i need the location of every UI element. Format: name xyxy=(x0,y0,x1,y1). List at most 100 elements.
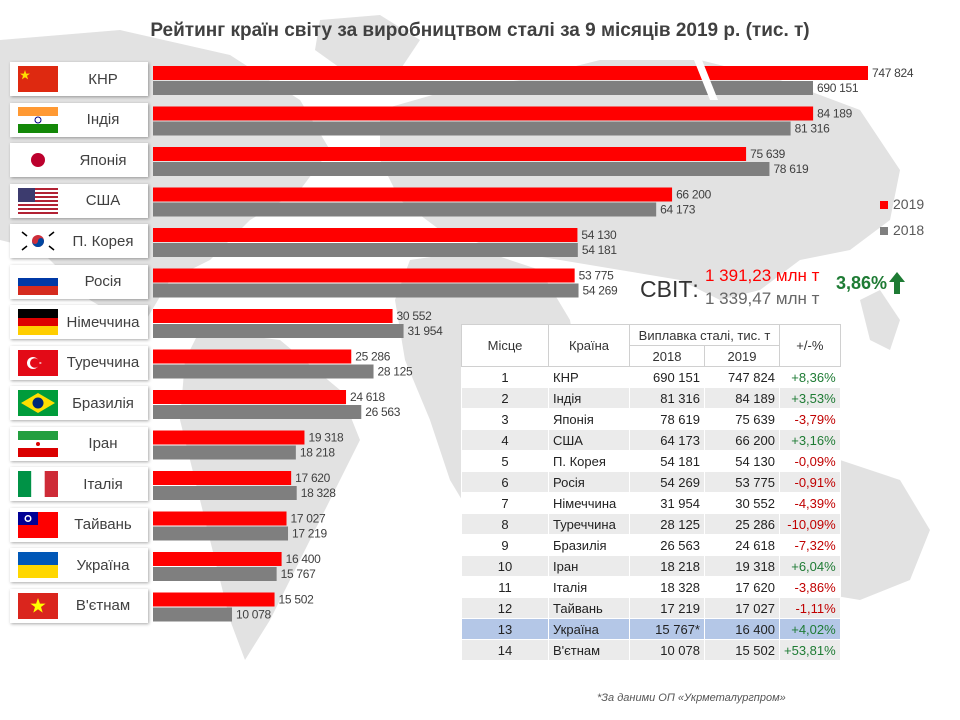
cell-2018: 10 078 xyxy=(629,639,705,661)
bar-2019-5 xyxy=(153,228,578,242)
cell-2018: 690 151 xyxy=(629,366,705,388)
country-label-box: Тайвань xyxy=(10,507,148,542)
country-name: Росія xyxy=(84,273,122,290)
legend-item-2018: 2018 xyxy=(880,222,924,238)
brazil-flag-icon xyxy=(18,390,58,416)
bar-label-2019-2: 84 189 xyxy=(817,107,853,121)
cell-country: Бразилія xyxy=(548,534,630,556)
country-label-box: КНР xyxy=(10,62,148,96)
table-row: 10 Іран 18 218 19 318 +6,04% xyxy=(461,555,841,577)
table-header-row: Місце Країна Виплавка сталі, тис. т +/-% xyxy=(461,324,841,367)
cell-country: Індія xyxy=(548,387,630,409)
cell-change: +8,36% xyxy=(779,366,841,388)
cell-2019: 24 618 xyxy=(704,534,780,556)
japan-flag-icon xyxy=(18,147,58,173)
bar-label-2018-6: 54 269 xyxy=(583,284,619,298)
table-row: 6 Росія 54 269 53 775 -0,91% xyxy=(461,471,841,493)
bar-2019-1 xyxy=(153,66,868,80)
cell-country: П. Корея xyxy=(548,450,630,472)
bar-label-2019-13: 16 400 xyxy=(286,552,322,566)
header-place: Місце xyxy=(461,324,549,367)
country-label-box: П. Корея xyxy=(10,224,148,258)
bar-label-2019-8: 25 286 xyxy=(355,350,391,364)
iran-flag-icon xyxy=(18,430,58,457)
table-row: 7 Німеччина 31 954 30 552 -4,39% xyxy=(461,492,841,514)
table-row: 11 Італія 18 328 17 620 -3,86% xyxy=(461,576,841,598)
table-subheader-row: 2018 2019 xyxy=(462,345,841,367)
legend-swatch-2019 xyxy=(880,201,888,210)
cell-place: 10 xyxy=(461,555,549,577)
bar-label-2019-12: 17 027 xyxy=(291,512,327,526)
country-name: Японія xyxy=(79,151,127,169)
cell-2018: 15 767* xyxy=(629,618,705,640)
taiwan-flag-icon xyxy=(18,511,58,538)
cell-2019: 17 027 xyxy=(704,597,780,619)
cell-2018: 28 125 xyxy=(629,513,705,535)
cell-country: Росія xyxy=(548,471,630,493)
cell-country: Іран xyxy=(548,555,630,577)
bar-2018-8 xyxy=(153,364,374,379)
country-label-box: Іран xyxy=(10,426,148,461)
country-name: Індія xyxy=(86,111,120,128)
bar-label-2019-4: 66 200 xyxy=(676,188,712,202)
bar-label-2019-3: 75 639 xyxy=(750,147,786,161)
cell-change: -10,09% xyxy=(779,513,841,535)
country-name: Італія xyxy=(83,475,123,493)
cell-change: -0,09% xyxy=(779,450,841,472)
country-label-box: Італія xyxy=(10,467,148,501)
bar-label-2019-11: 17 620 xyxy=(295,471,331,485)
cell-2019: 30 552 xyxy=(704,492,780,514)
world-value-2019: 1 391,23 млн т xyxy=(705,266,820,285)
cell-2018: 26 563 xyxy=(629,534,705,556)
axis-break-marker xyxy=(694,60,718,100)
cell-place: 1 xyxy=(461,366,549,388)
cell-2018: 54 181 xyxy=(629,450,705,472)
cell-2019: 19 318 xyxy=(704,555,780,577)
bar-label-2018-8: 28 125 xyxy=(378,365,414,379)
bar-label-2018-3: 78 619 xyxy=(773,162,809,176)
country-name: Бразилія xyxy=(72,394,134,412)
cell-change: -1,11% xyxy=(779,597,841,619)
country-label-box: Росія xyxy=(10,264,148,299)
bar-label-2019-1: 747 824 xyxy=(872,66,914,80)
italy-flag-icon xyxy=(18,471,58,497)
country-name: Туреччина xyxy=(66,354,140,371)
cell-country: Тайвань xyxy=(548,597,630,619)
country-label-box: Бразилія xyxy=(10,386,148,420)
cell-place: 11 xyxy=(461,576,549,598)
country-name: Іран xyxy=(88,435,118,452)
table-row: 4 США 64 173 66 200 +3,16% xyxy=(461,429,841,451)
country-label-box: В'єтнам xyxy=(10,588,148,623)
bar-2018-3 xyxy=(153,162,770,176)
country-name: Тайвань xyxy=(74,516,132,533)
bar-label-2019-7: 30 552 xyxy=(397,309,433,323)
cell-place: 7 xyxy=(461,492,549,514)
cell-change: +6,04% xyxy=(779,555,841,577)
table-row: 8 Туреччина 28 125 25 286 -10,09% xyxy=(461,513,841,535)
bar-2018-4 xyxy=(153,202,657,217)
bar-label-2018-14: 10 078 xyxy=(236,608,272,622)
cell-2019: 747 824 xyxy=(704,366,780,388)
bar-2018-1 xyxy=(153,81,813,95)
cell-2018: 81 316 xyxy=(629,387,705,409)
legend-swatch-2018 xyxy=(880,227,888,236)
cell-change: +3,53% xyxy=(779,387,841,409)
bar-2018-11 xyxy=(153,486,297,500)
bar-label-2019-9: 24 618 xyxy=(350,390,386,404)
header-change: +/-% xyxy=(779,324,841,367)
country-name: Німеччина xyxy=(66,313,140,331)
bar-2018-7 xyxy=(153,324,404,338)
bar-2018-6 xyxy=(153,283,579,298)
country-label-box: США xyxy=(10,183,148,218)
cell-2019: 25 286 xyxy=(704,513,780,535)
country-name: Україна xyxy=(76,556,130,574)
bar-label-2019-14: 15 502 xyxy=(279,593,315,607)
cell-place: 14 xyxy=(461,639,549,661)
cell-country: КНР xyxy=(548,366,630,388)
bar-2018-5 xyxy=(153,243,578,257)
cell-2018: 18 218 xyxy=(629,555,705,577)
bar-2019-8 xyxy=(153,349,352,364)
bar-label-2019-5: 54 130 xyxy=(581,228,617,242)
cell-place: 12 xyxy=(461,597,549,619)
cell-2018: 64 173 xyxy=(629,429,705,451)
